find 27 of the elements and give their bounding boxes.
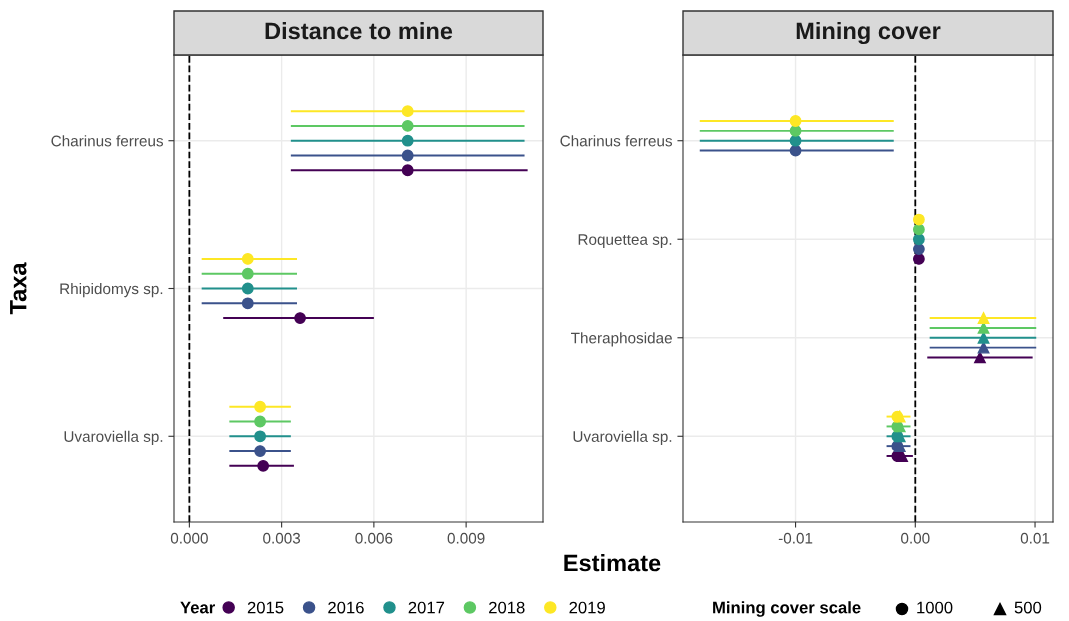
y-tick-label: Charinus ferreus bbox=[560, 135, 673, 147]
legend-title: Mining cover scale bbox=[713, 601, 861, 617]
y-tick-label: Theraphosidae bbox=[571, 332, 672, 347]
legend-label: 2016 bbox=[328, 601, 364, 614]
chart-title: Distance to mine bbox=[265, 22, 453, 40]
legend-title: Year bbox=[180, 601, 215, 614]
y-tick-label: Uvaroviella sp. bbox=[573, 430, 672, 445]
x-tick-label: 0.00 bbox=[901, 532, 930, 544]
y-tick-label: Rhipidomys sp. bbox=[60, 282, 163, 298]
text: 1000 bbox=[917, 601, 953, 614]
legend-label: 2019 bbox=[569, 601, 605, 614]
x-tick-label: 0.006 bbox=[355, 532, 393, 544]
y-axis-title: Taxa bbox=[10, 262, 27, 315]
y-tick-label: Roquettea sp. bbox=[578, 234, 672, 248]
x-tick-label: -0.01 bbox=[778, 532, 813, 544]
x-axis-title: Estimate bbox=[564, 553, 661, 572]
legend-label: 2018 bbox=[489, 601, 525, 614]
y-tick-label: Uvaroviella sp. bbox=[64, 430, 163, 445]
legend-label: 2017 bbox=[408, 601, 445, 614]
x-tick-label: 0.003 bbox=[263, 532, 301, 544]
legend-label: 2015 bbox=[247, 601, 284, 614]
text: 500 bbox=[1014, 601, 1042, 614]
y-tick-label: Charinus ferreus bbox=[51, 135, 164, 147]
x-tick-label: 0.009 bbox=[447, 532, 485, 544]
x-tick-label: 0.000 bbox=[170, 532, 208, 544]
x-tick-label: 0.01 bbox=[1020, 532, 1050, 544]
chart-title: Mining cover bbox=[796, 21, 941, 45]
